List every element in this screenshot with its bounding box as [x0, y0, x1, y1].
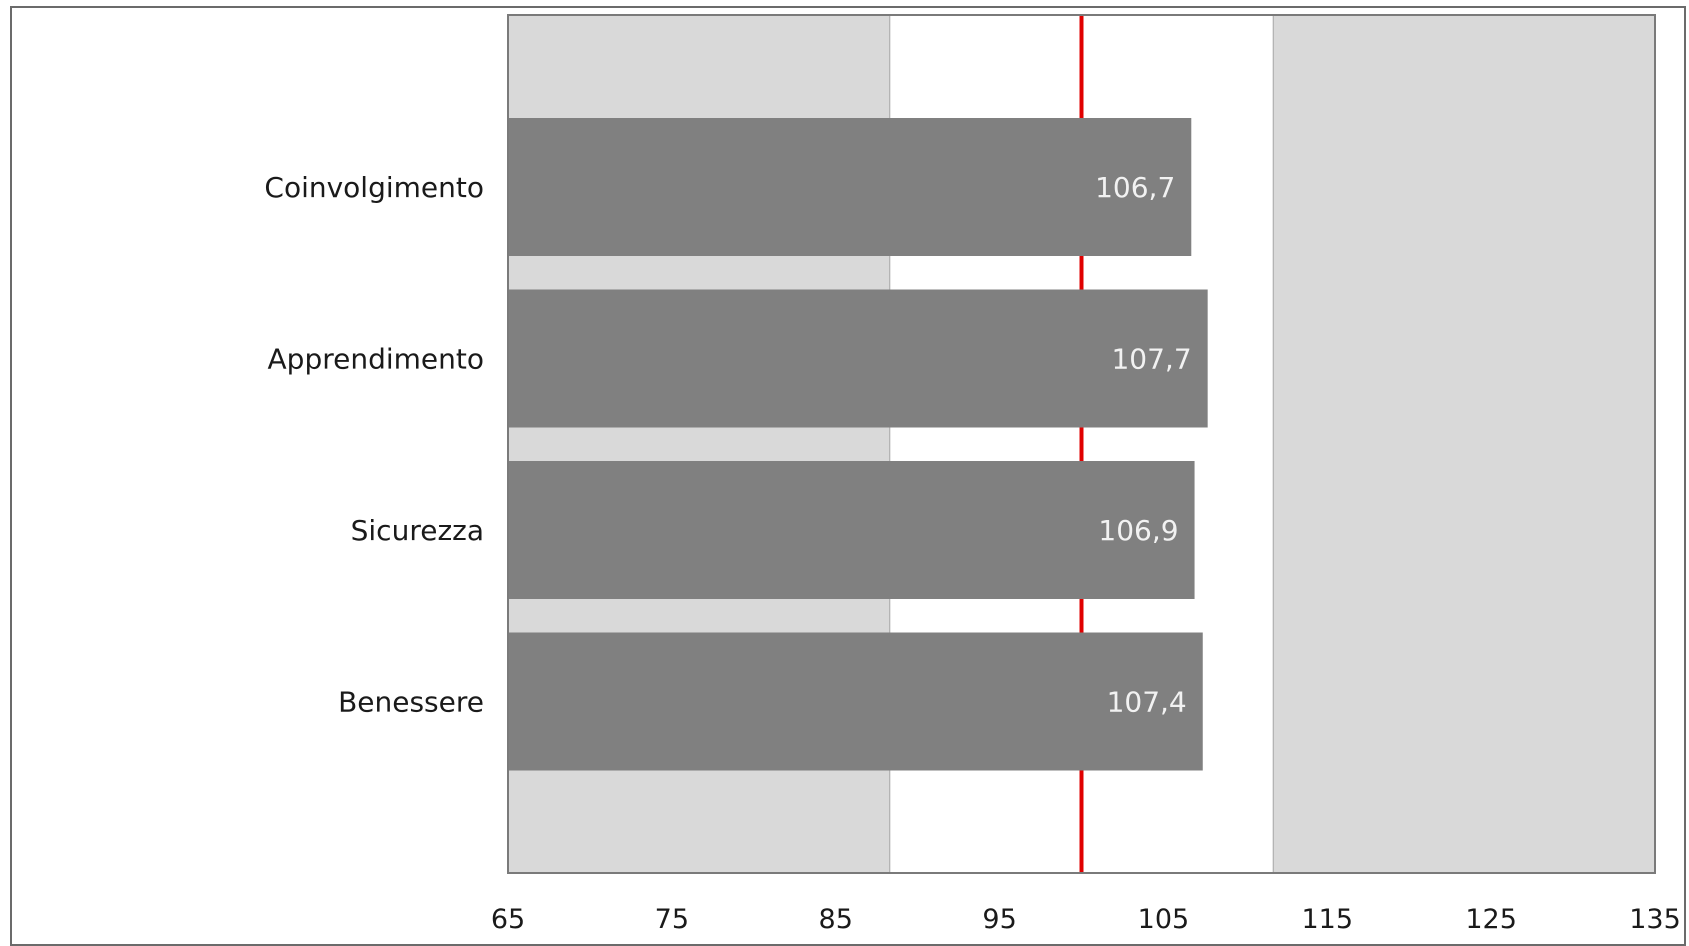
background-band-2	[1273, 15, 1655, 873]
x-tick-labels: 65 75 85 95 105 115 125 135	[491, 904, 1681, 935]
x-tick-label-135: 135	[1629, 904, 1681, 935]
category-label-coinvolgimento: Coinvolgimento	[264, 171, 484, 204]
value-label-benessere: 107,4	[1107, 686, 1187, 719]
category-label-apprendimento: Apprendimento	[268, 343, 484, 376]
category-label-benessere: Benessere	[338, 686, 484, 719]
x-tick-label-125: 125	[1465, 904, 1517, 935]
x-tick-label-105: 105	[1138, 904, 1190, 935]
bar-sicurezza	[508, 461, 1195, 599]
category-labels: Coinvolgimento Apprendimento Sicurezza Bene…	[264, 171, 484, 719]
x-tick-label-75: 75	[655, 904, 689, 935]
bar-coinvolgimento	[508, 118, 1192, 256]
value-label-sicurezza: 106,9	[1098, 514, 1178, 547]
x-tick-label-65: 65	[491, 904, 525, 935]
value-label-coinvolgimento: 106,7	[1095, 171, 1175, 204]
category-label-sicurezza: Sicurezza	[351, 514, 484, 547]
bars-group: 106,7 107,7 106,9 107,4	[508, 118, 1208, 771]
plot-border-group	[507, 14, 1656, 874]
bar-benessere	[508, 632, 1203, 771]
x-tick-label-95: 95	[982, 904, 1016, 935]
x-tick-label-115: 115	[1302, 904, 1354, 935]
bar-apprendimento	[508, 289, 1208, 428]
value-label-apprendimento: 107,7	[1111, 343, 1191, 376]
x-tick-label-85: 85	[819, 904, 853, 935]
plot-border	[507, 14, 1656, 874]
